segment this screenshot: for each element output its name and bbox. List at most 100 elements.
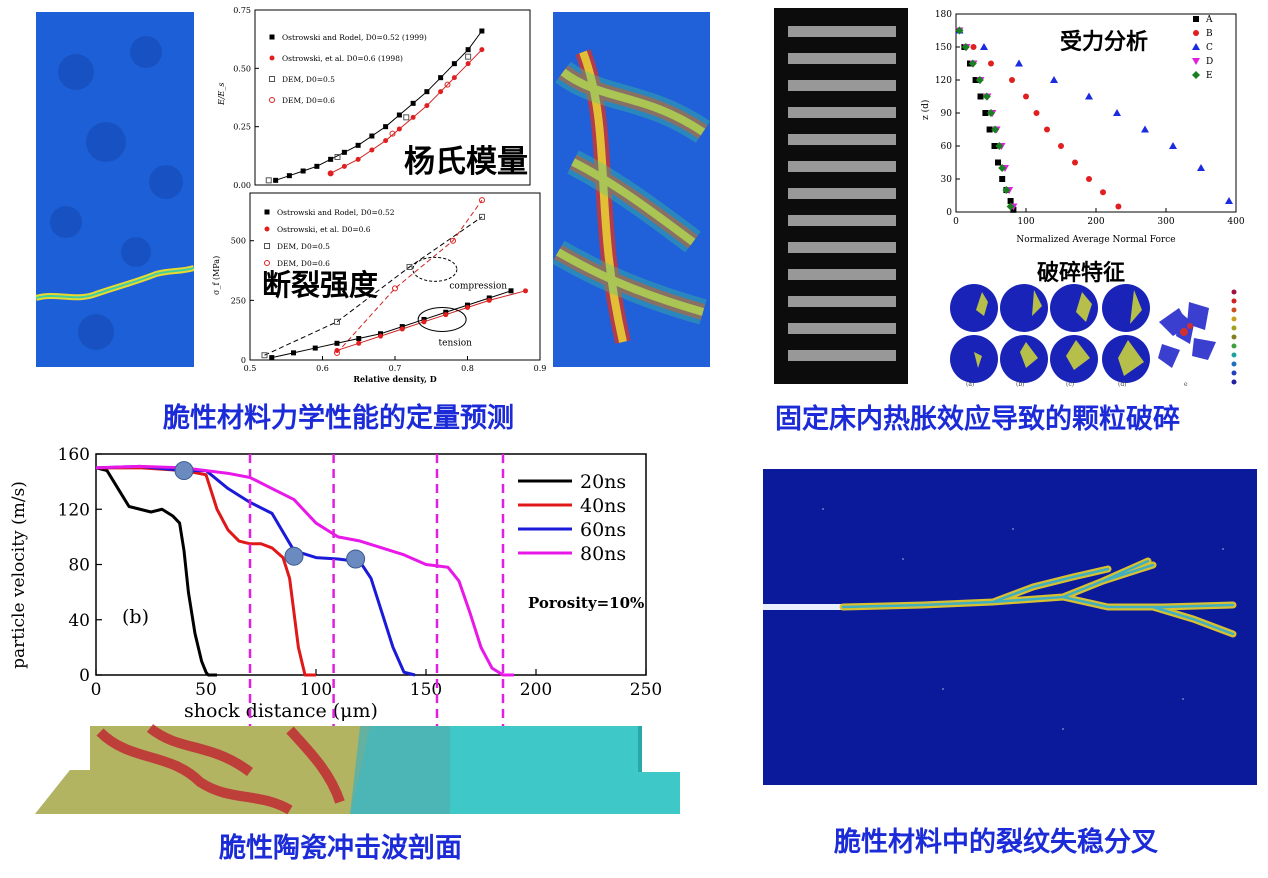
legend-label: 80ns — [580, 543, 626, 565]
x-axis-label: Relative density, D — [353, 374, 436, 384]
data-point — [1115, 203, 1122, 210]
shock-wave-chart: 0 50 100 150 200 250 0 40 80 120 160 shock distance… — [9, 445, 662, 730]
data-point — [328, 170, 334, 176]
data-point — [312, 345, 318, 351]
x-tick-label: 250 — [630, 680, 662, 700]
bed-particle-band — [788, 107, 896, 118]
data-point — [438, 75, 444, 81]
data-point — [1050, 76, 1058, 83]
data-point — [314, 163, 320, 169]
data-point — [451, 61, 457, 67]
data-point — [1058, 143, 1064, 149]
data-point — [980, 43, 988, 50]
legend-marker — [269, 34, 275, 40]
data-point — [1169, 142, 1177, 149]
data-point — [356, 340, 362, 346]
crush-feature-label: 破碎特征 — [1037, 261, 1126, 286]
data-point — [369, 133, 375, 139]
legend-label: 20ns — [580, 471, 626, 493]
data-point — [451, 75, 457, 81]
y-tick-label: 90 — [941, 109, 953, 119]
data-point — [961, 43, 970, 51]
x-tick-label: 200 — [1087, 217, 1104, 227]
data-point — [378, 333, 383, 339]
data-point — [1113, 109, 1121, 116]
highlight-marker — [174, 461, 194, 481]
y-tick-label: 0.25 — [233, 123, 251, 132]
legend-marker — [269, 97, 275, 103]
data-point — [369, 147, 375, 153]
data-point — [356, 336, 362, 342]
data-point — [396, 126, 402, 132]
x-tick-label: 300 — [1157, 217, 1174, 227]
y-axis-label: σ_f (MPa) — [212, 256, 221, 295]
data-point — [987, 109, 995, 117]
y-tick-label: 0.50 — [233, 64, 251, 73]
y-tick-label: 150 — [935, 43, 952, 53]
legend-marker — [1192, 71, 1200, 79]
data-point — [972, 77, 979, 83]
data-point — [406, 263, 413, 270]
data-point — [998, 164, 1007, 172]
fit-line-black — [271, 290, 512, 359]
x-tick-label: 100 — [300, 680, 332, 700]
data-point — [444, 81, 451, 88]
data-point — [1009, 77, 1015, 83]
data-point — [334, 340, 340, 346]
plot-frame — [95, 453, 647, 676]
x-tick-label: 0.5 — [244, 364, 257, 373]
legend-label: Ostrowski and Rodel, D0=0.52 — [277, 208, 395, 217]
y-tick-label: 160 — [58, 445, 90, 465]
legend-label: 60ns — [580, 519, 626, 541]
data-point — [975, 76, 984, 84]
legend-label: Ostrowski, et al. D0=0.6 (1998) — [282, 54, 403, 63]
fit-line-red — [330, 49, 483, 174]
fragmentation-spheres: (a) (b) (c) (d) e — [950, 284, 1237, 388]
crack-branching-svg — [763, 469, 1257, 785]
legend-marker — [1192, 58, 1200, 65]
y-tick-label: 80 — [68, 556, 90, 576]
data-point — [1033, 110, 1040, 116]
data-point — [1007, 198, 1014, 204]
data-point — [465, 47, 471, 53]
force-analysis-chart: 0 100 200 300 400 0 30 60 90 120 150 180 Normalized … — [920, 10, 1245, 245]
data-point — [1141, 125, 1149, 133]
data-point — [1015, 59, 1023, 67]
data-point — [523, 288, 528, 294]
data-point — [955, 26, 964, 35]
y-axis-label: particle velocity (m/s) — [9, 481, 29, 669]
caption-particle-breakage: 固定床内热胀效应导致的颗粒破碎 — [775, 404, 1180, 435]
data-point — [421, 319, 427, 325]
legend-marker — [1193, 16, 1199, 22]
data-point — [479, 213, 485, 220]
youngs-modulus-chart: 0.00 0.25 0.50 0.75 E/E_s Ostrowski and Rodel… — [217, 6, 531, 190]
y-tick-label: 120 — [58, 500, 90, 520]
right-simulation-image — [553, 12, 710, 367]
y-axis-label: E/E_s — [217, 83, 226, 106]
y-tick-label: 30 — [941, 175, 953, 185]
x-axis-label: Normalized Average Normal Force — [1016, 235, 1175, 245]
x-tick-label: 0 — [953, 217, 959, 227]
data-point — [988, 60, 994, 67]
svg-text:e: e — [1184, 381, 1188, 388]
data-point — [327, 170, 334, 177]
left-simulation-svg — [36, 12, 194, 367]
plot-frame — [254, 9, 531, 186]
data-point — [1085, 92, 1093, 100]
data-point — [465, 61, 471, 67]
data-point — [424, 103, 430, 109]
data-point — [1100, 189, 1106, 196]
legend-marker — [264, 209, 270, 215]
legend-label: E — [1206, 71, 1213, 81]
legend-label: Ostrowski and Rodel, D0=0.52 (1999) — [282, 33, 427, 42]
compression-label: compression — [449, 281, 507, 291]
legend-marker — [264, 226, 270, 232]
caption-crack-branching: 脆性材料中的裂纹失稳分叉 — [834, 827, 1158, 858]
data-point — [273, 177, 279, 183]
x-tick-label: 0 — [91, 680, 102, 700]
fixed-bed-svg — [774, 8, 908, 384]
panel-label: (b) — [122, 606, 149, 628]
data-point — [341, 149, 347, 155]
data-point — [991, 143, 998, 149]
data-point — [1072, 159, 1078, 166]
